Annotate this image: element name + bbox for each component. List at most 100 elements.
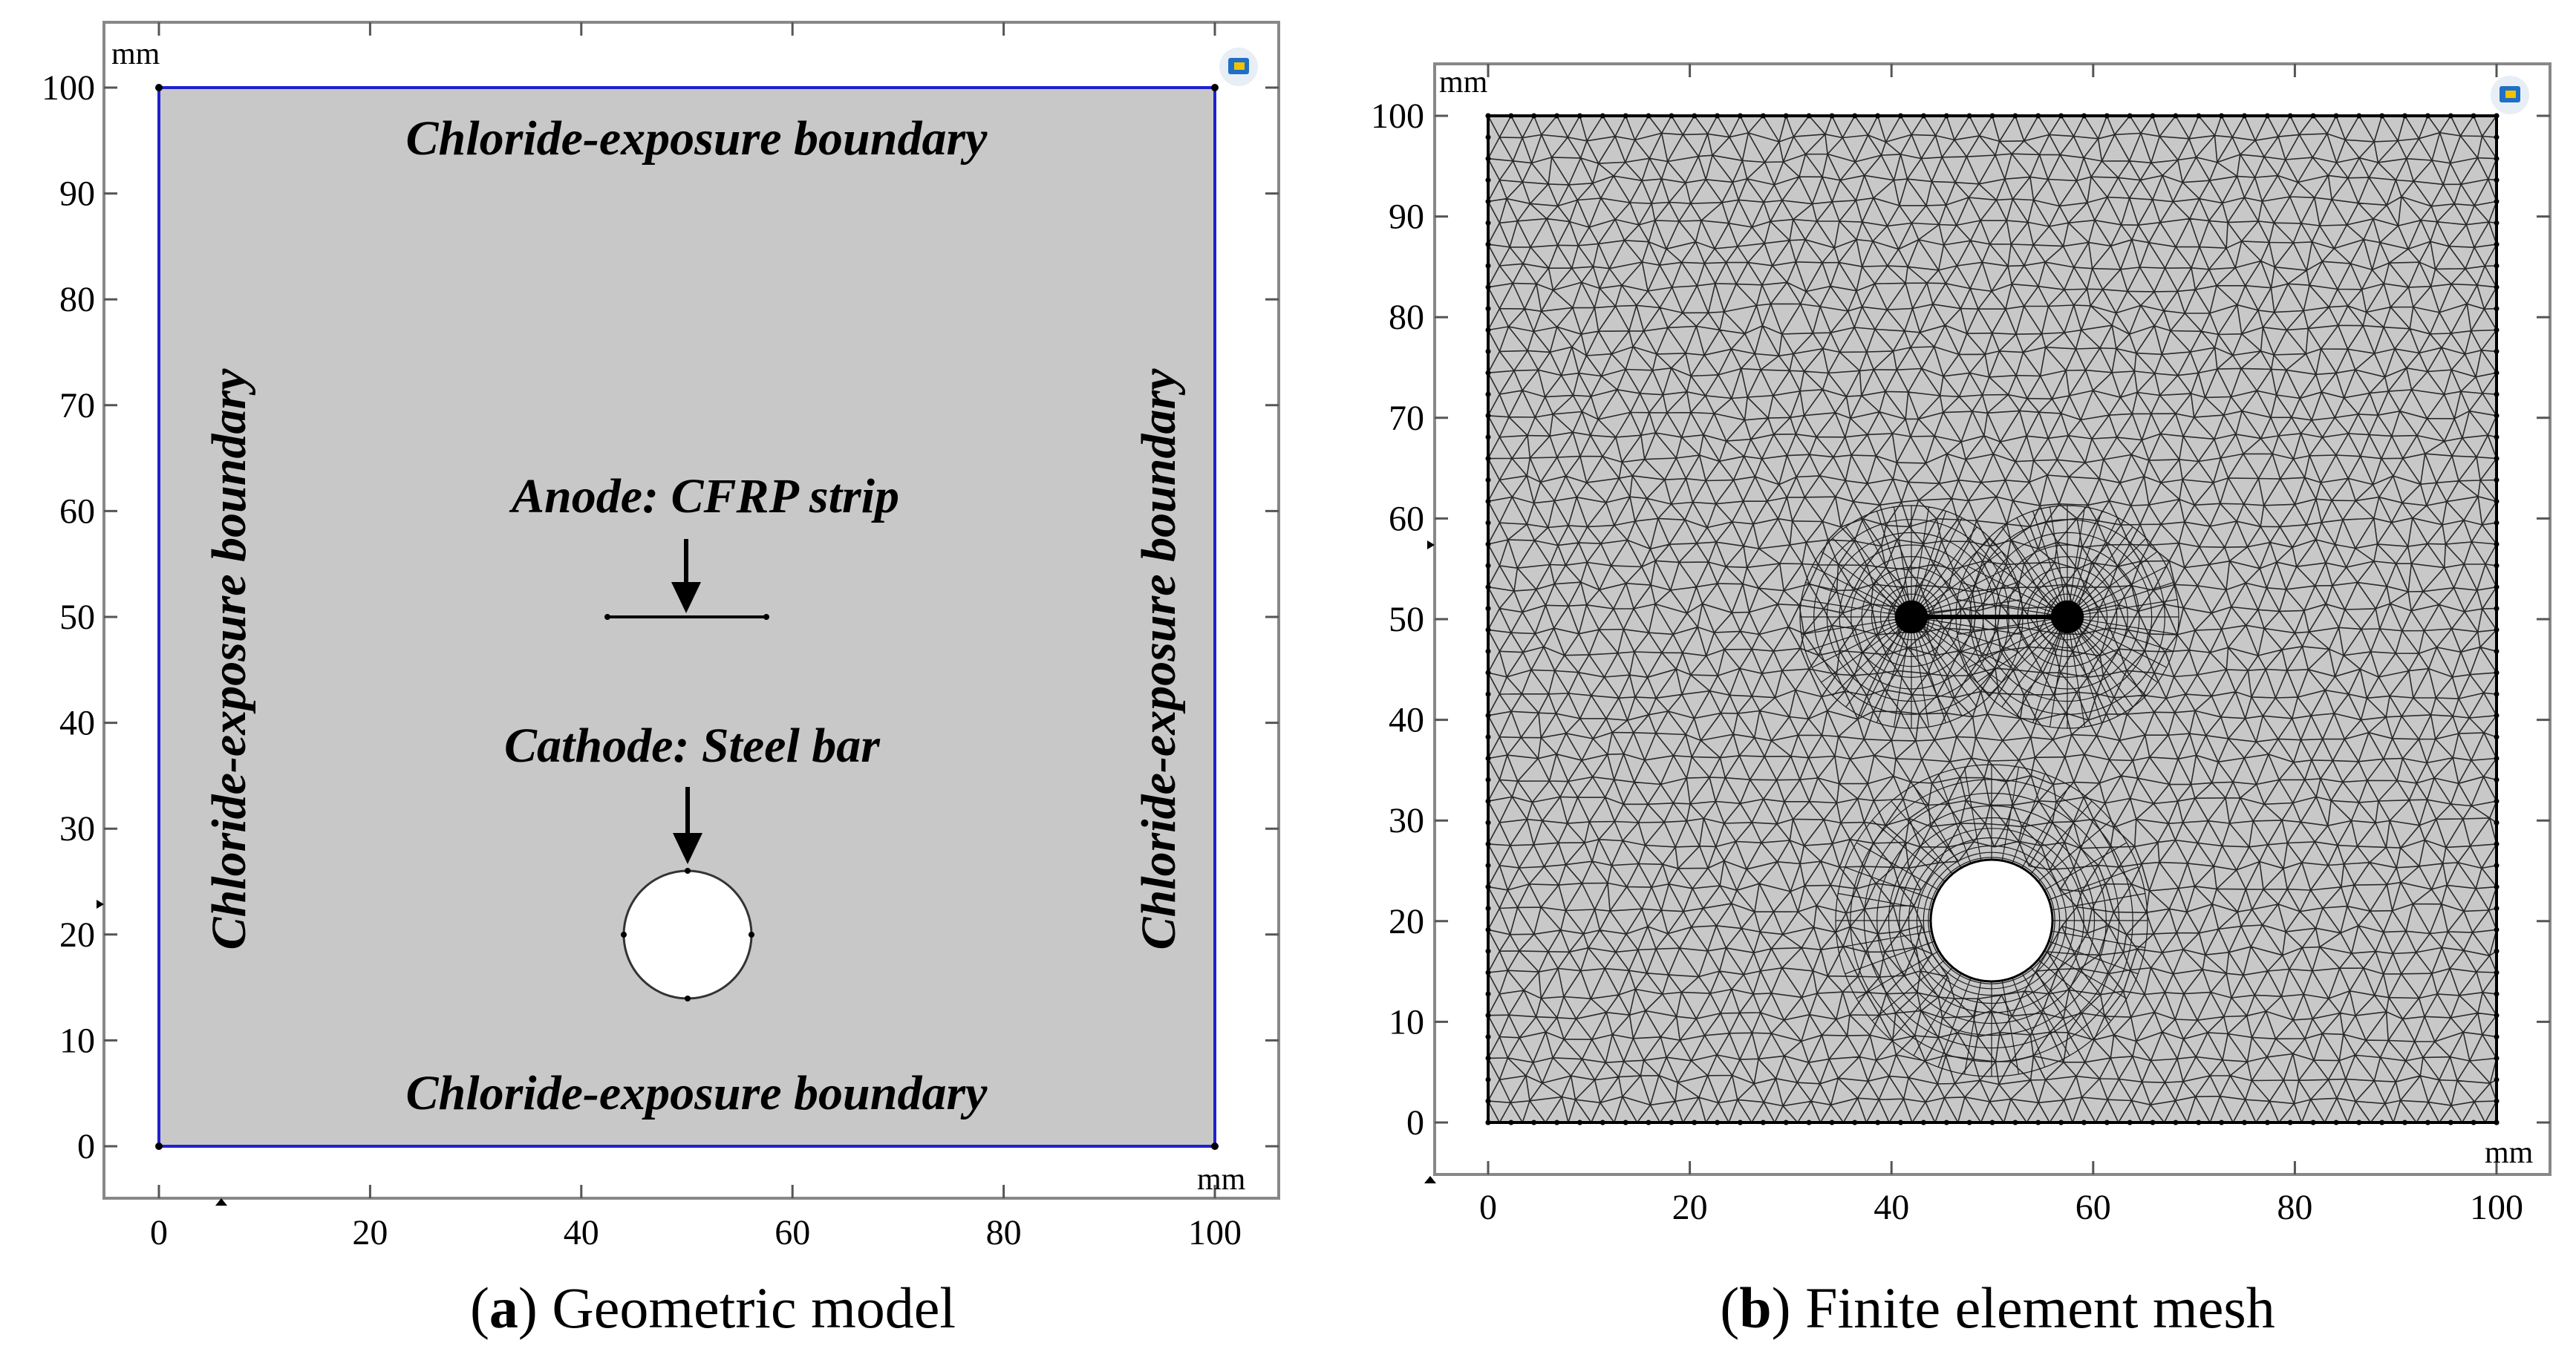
mesh-node xyxy=(2264,1120,2270,1125)
mesh-node xyxy=(1623,113,1628,119)
mesh-node xyxy=(1485,370,1491,376)
y-tick-label: 100 xyxy=(1371,97,1424,136)
mesh-node xyxy=(2196,1120,2202,1125)
mesh-node xyxy=(2471,113,2476,119)
panel-b-boundary-nodes xyxy=(1485,113,2500,1125)
panel-b-y-tick-labels: 0 10 20 30 40 50 60 70 80 90 100 xyxy=(1371,97,1424,1143)
mesh-node xyxy=(1485,456,1491,462)
panel-b-x-unit: mm xyxy=(2485,1136,2534,1170)
mesh-node xyxy=(1943,113,1949,119)
mesh-node xyxy=(1485,220,1491,226)
mesh-node xyxy=(2104,113,2110,119)
y-tick-label: 70 xyxy=(59,386,95,425)
mesh-node xyxy=(2494,177,2500,183)
panel-a-geometric-model: 0 20 40 60 80 100 0 10 20 30 40 50 60 70 80 90 100 mm m… xyxy=(42,21,1280,1340)
mesh-node xyxy=(1715,1120,1721,1125)
panel-b-software-logo-icon xyxy=(2491,76,2529,114)
y-tick-label: 30 xyxy=(1389,801,1424,840)
mesh-node xyxy=(2058,1120,2064,1125)
mesh-node xyxy=(2494,906,2500,911)
mesh-node xyxy=(1485,841,1491,847)
panel-b-caption-text: Finite element mesh xyxy=(1805,1275,2275,1340)
mesh-node xyxy=(1783,113,1789,119)
mesh-node xyxy=(2494,756,2500,761)
mesh-node xyxy=(2494,1055,2500,1061)
mesh-node xyxy=(2264,113,2270,119)
mesh-node xyxy=(1829,1120,1835,1125)
mesh-node xyxy=(2494,841,2500,847)
x-tick-label: 100 xyxy=(2470,1188,2523,1227)
mesh-node xyxy=(2287,1120,2293,1125)
mesh-node xyxy=(1508,113,1514,119)
mesh-node xyxy=(2494,1034,2500,1040)
mesh-node xyxy=(2494,306,2500,312)
mesh-node xyxy=(2127,1120,2133,1125)
mesh-node xyxy=(2494,863,2500,869)
panel-a-strip-end-right xyxy=(763,614,769,620)
mesh-node xyxy=(2494,777,2500,782)
y-tick-label: 0 xyxy=(1406,1103,1424,1143)
mesh-node xyxy=(2494,991,2500,997)
mesh-node xyxy=(1485,906,1491,911)
y-tick-label: 80 xyxy=(59,280,95,319)
x-tick-label: 0 xyxy=(1479,1188,1497,1227)
y-tick-label: 10 xyxy=(1389,1002,1424,1042)
mesh-node xyxy=(2081,1120,2087,1125)
mesh-node xyxy=(1715,113,1721,119)
y-tick-label: 90 xyxy=(59,174,95,214)
mesh-node xyxy=(2494,456,2500,462)
panel-b-strip-dense-left xyxy=(1895,601,1928,633)
y-tick-label: 60 xyxy=(59,491,95,531)
mesh-node xyxy=(2035,1120,2041,1125)
mesh-node xyxy=(1485,606,1491,612)
panel-a-y-tick-labels: 0 10 20 30 40 50 60 70 80 90 100 xyxy=(42,68,95,1166)
y-tick-label: 50 xyxy=(1389,600,1424,639)
mesh-node xyxy=(2310,1120,2316,1125)
mesh-node xyxy=(2494,798,2500,804)
mesh-node xyxy=(2104,1120,2110,1125)
mesh-node xyxy=(1485,627,1491,633)
mesh-node xyxy=(2012,113,2018,119)
mesh-node xyxy=(1485,348,1491,354)
mesh-node xyxy=(1485,177,1491,183)
mesh-node xyxy=(2356,1120,2362,1125)
panel-a-x-unit: mm xyxy=(1197,1163,1246,1197)
y-tick-label: 70 xyxy=(1389,399,1424,438)
mesh-node xyxy=(1600,113,1605,119)
mesh-node xyxy=(2494,477,2500,483)
panel-a-y-unit: mm xyxy=(111,37,160,71)
mesh-node xyxy=(2173,113,2179,119)
mesh-node xyxy=(2150,1120,2156,1125)
mesh-node xyxy=(1485,1034,1491,1040)
mesh-node xyxy=(2494,370,2500,376)
panel-a-caption-text: Geometric model xyxy=(552,1275,956,1340)
panel-b-finite-element-mesh: 0 20 40 60 80 100 0 10 20 30 40 50 60 70 80 90 100 mm m… xyxy=(1371,62,2551,1340)
mesh-node xyxy=(2494,327,2500,333)
mesh-node xyxy=(1806,1120,1812,1125)
mesh-node xyxy=(1898,1120,1903,1125)
y-tick-label: 30 xyxy=(59,809,95,849)
mesh-node xyxy=(2494,713,2500,719)
mesh-node xyxy=(2494,156,2500,162)
mesh-node xyxy=(1485,241,1491,247)
x-tick-label: 60 xyxy=(2076,1188,2111,1227)
mesh-node xyxy=(1485,198,1491,204)
mesh-node xyxy=(2173,1120,2179,1125)
mesh-node xyxy=(1485,756,1491,761)
mesh-node xyxy=(2402,113,2407,119)
mesh-node xyxy=(1485,434,1491,440)
mesh-node xyxy=(2242,113,2247,119)
mesh-node xyxy=(1989,1120,1995,1125)
mesh-node xyxy=(1669,1120,1675,1125)
panel-a-x-tick-labels: 0 20 40 60 80 100 xyxy=(150,1213,1242,1252)
mesh-node xyxy=(1485,691,1491,697)
mesh-node xyxy=(2494,263,2500,269)
mesh-node xyxy=(2494,670,2500,676)
mesh-node xyxy=(2494,948,2500,954)
x-tick-label: 100 xyxy=(1188,1213,1242,1252)
mesh-node xyxy=(1485,1120,1491,1125)
y-tick-label: 10 xyxy=(59,1021,95,1060)
panel-a-axis-marker-bottom xyxy=(215,1198,227,1206)
mesh-node xyxy=(1485,584,1491,590)
